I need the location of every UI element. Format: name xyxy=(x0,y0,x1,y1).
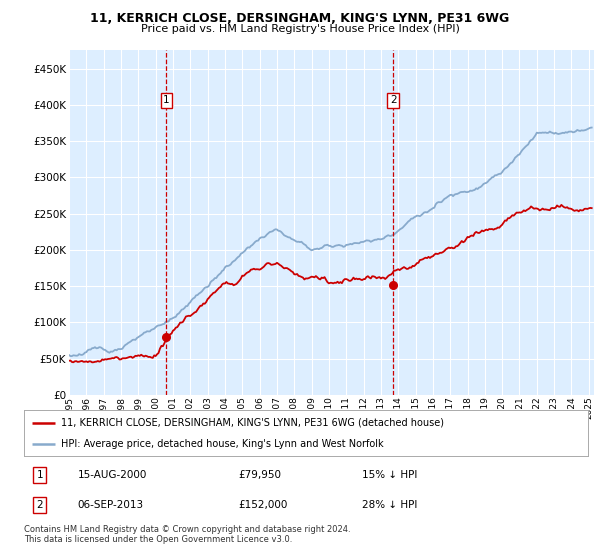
Text: HPI: Average price, detached house, King's Lynn and West Norfolk: HPI: Average price, detached house, King… xyxy=(61,439,383,449)
Text: 2: 2 xyxy=(390,95,397,105)
Text: Price paid vs. HM Land Registry's House Price Index (HPI): Price paid vs. HM Land Registry's House … xyxy=(140,24,460,34)
Text: Contains HM Land Registry data © Crown copyright and database right 2024.: Contains HM Land Registry data © Crown c… xyxy=(24,525,350,534)
Text: 11, KERRICH CLOSE, DERSINGHAM, KING'S LYNN, PE31 6WG: 11, KERRICH CLOSE, DERSINGHAM, KING'S LY… xyxy=(91,12,509,25)
Text: £79,950: £79,950 xyxy=(238,470,281,480)
Text: This data is licensed under the Open Government Licence v3.0.: This data is licensed under the Open Gov… xyxy=(24,535,292,544)
Text: 11, KERRICH CLOSE, DERSINGHAM, KING'S LYNN, PE31 6WG (detached house): 11, KERRICH CLOSE, DERSINGHAM, KING'S LY… xyxy=(61,418,443,428)
Text: 1: 1 xyxy=(163,95,170,105)
Text: 06-SEP-2013: 06-SEP-2013 xyxy=(77,500,144,510)
Text: 28% ↓ HPI: 28% ↓ HPI xyxy=(362,500,418,510)
Text: 2: 2 xyxy=(37,500,43,510)
Text: £152,000: £152,000 xyxy=(238,500,287,510)
Text: 1: 1 xyxy=(37,470,43,480)
Text: 15-AUG-2000: 15-AUG-2000 xyxy=(77,470,147,480)
Text: 15% ↓ HPI: 15% ↓ HPI xyxy=(362,470,418,480)
